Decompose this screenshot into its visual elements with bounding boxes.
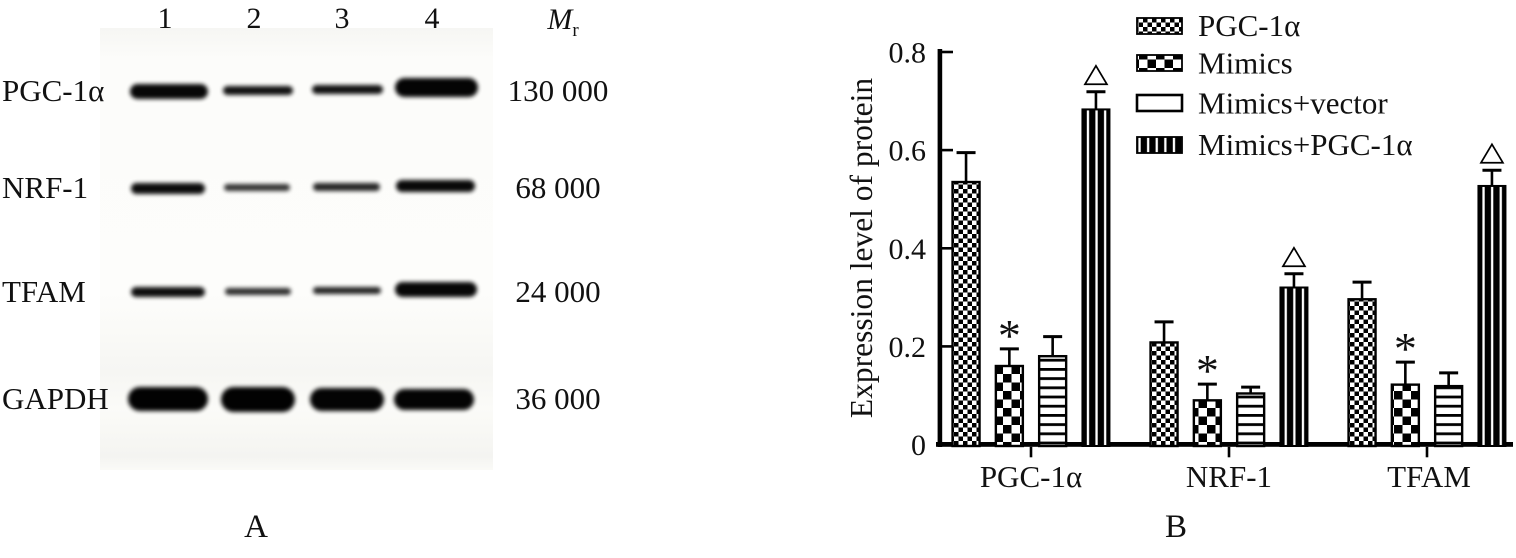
y-tick-0.6 [942, 148, 953, 152]
legend-swatch-fine-checker [1136, 17, 1183, 35]
blot-band [131, 287, 205, 297]
legend-label-mimics-vector: Mimics+vector [1198, 86, 1388, 121]
y-tick-0.4 [942, 247, 953, 250]
bar-Mimics+vector-PGC-1α [1037, 354, 1068, 448]
y-tick-label-0.4: 0.4 [889, 233, 927, 266]
y-axis-title: Expression level of protein [844, 78, 879, 419]
x-category-tfam: TFAM [1387, 459, 1471, 494]
y-tick-0.2 [942, 345, 953, 348]
blot-band [313, 183, 380, 191]
panel-b-label: B [1165, 509, 1187, 545]
y-tick-label-0.6: 0.6 [889, 135, 927, 168]
lane-label-2: 2 [246, 2, 262, 35]
legend: PGC-1α Mimics Mimics+vector Mimics+PGC-1… [1135, 8, 1413, 162]
blot-band [310, 387, 384, 411]
y-tick-0.8 [942, 50, 953, 54]
row-label-nrf1: NRF-1 [2, 170, 89, 205]
bar-Mimics+PGC-1α-TFAM [1477, 184, 1507, 447]
legend-swatch-open [1135, 93, 1184, 113]
blot-band [395, 77, 478, 97]
y-axis [937, 49, 953, 447]
panel-a-western-blot: 1 2 3 4 Mr PGC-1α NRF-1 TFAM GAPDH 130 0… [2, 2, 609, 545]
bar-Mimics-TFAM [1390, 383, 1421, 448]
row-label-tfam: TFAM [2, 274, 86, 309]
y-tick-label-0: 0 [911, 429, 926, 462]
blot-band [225, 287, 291, 295]
row-label-gapdh: GAPDH [2, 381, 109, 416]
legend-swatch-vertical-stripes [1136, 136, 1183, 154]
significance-triangle [1083, 64, 1109, 86]
blot-band [395, 281, 477, 297]
blot-band [131, 182, 205, 194]
legend-swatch-coarse-checker [1136, 54, 1183, 72]
lane-label-1: 1 [157, 2, 173, 35]
significance-star: * [1394, 323, 1417, 374]
blot-band [394, 388, 474, 410]
blot-band [312, 84, 383, 94]
mr-symbol: M [547, 3, 573, 36]
x-category-pgc1a: PGC-1α [980, 459, 1082, 494]
mw-value-68000: 68 000 [515, 170, 601, 205]
bars-layer: * * * [951, 64, 1507, 448]
bar-Mimics-NRF-1 [1192, 399, 1223, 448]
bar-Mimics+vector-TFAM [1433, 384, 1464, 448]
panel-a-label: A [244, 509, 268, 545]
blot-band [313, 286, 381, 294]
blot-band [128, 387, 208, 411]
x-axis [936, 442, 1513, 447]
blot-band [223, 85, 293, 95]
x-category-nrf1: NRF-1 [1186, 459, 1272, 494]
blot-band [224, 183, 290, 191]
bar-Mimics-PGC-1α [994, 364, 1025, 448]
lane-label-4: 4 [424, 2, 440, 35]
x-ticks [1029, 446, 1429, 458]
bar-PGC-1α-PGC-1α [951, 180, 981, 448]
mw-value-36000: 36 000 [515, 381, 601, 416]
western-blot-image [100, 28, 493, 470]
mw-value-24000: 24 000 [515, 274, 601, 309]
blot-band [396, 180, 475, 192]
bar-Mimics+vector-NRF-1 [1235, 392, 1266, 448]
blot-band [130, 83, 208, 99]
molecular-weight-header: Mr [528, 4, 598, 47]
blot-band [221, 386, 295, 412]
lane-label-3: 3 [334, 2, 350, 35]
legend-label-mimics: Mimics [1198, 46, 1293, 81]
mr-subscript: r [572, 20, 579, 41]
row-label-pgc1a: PGC-1α [2, 73, 105, 108]
legend-label-pgc1a: PGC-1α [1198, 8, 1300, 43]
legend-label-mimics-pgc1a: Mimics+PGC-1α [1198, 127, 1413, 162]
y-tick-label-0.2: 0.2 [889, 331, 927, 364]
significance-triangle [1281, 246, 1307, 268]
significance-star: * [998, 310, 1021, 361]
bar-PGC-1α-TFAM [1347, 298, 1377, 448]
mw-value-130000: 130 000 [507, 73, 609, 108]
bar-Mimics+PGC-1α-PGC-1α [1081, 108, 1111, 447]
bar-PGC-1α-NRF-1 [1149, 341, 1179, 448]
significance-star: * [1196, 345, 1219, 396]
y-tick-label-0.8: 0.8 [889, 37, 927, 70]
significance-triangle [1479, 142, 1505, 164]
bar-Mimics+PGC-1α-NRF-1 [1279, 286, 1309, 447]
